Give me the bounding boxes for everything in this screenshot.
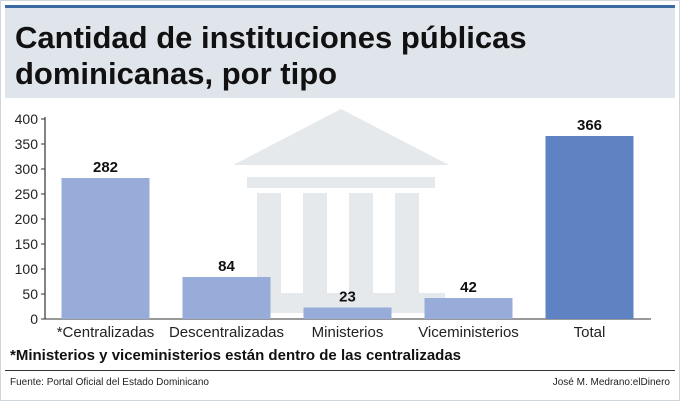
building-column <box>349 193 373 293</box>
bar-viceministerios <box>424 298 513 319</box>
y-tick-label: 250 <box>15 186 39 202</box>
chart-title-line-1: Cantidad de instituciones públicas <box>15 20 527 55</box>
bar-centralizadas <box>61 178 150 319</box>
building-roof <box>233 109 449 165</box>
category-label: Descentralizadas <box>169 324 284 341</box>
footer-divider <box>5 370 675 371</box>
source-credit: Fuente: Portal Oficial del Estado Domini… <box>10 377 209 388</box>
chart-title: Cantidad de instituciones públicas domin… <box>15 20 615 92</box>
y-tick-label: 350 <box>15 136 39 152</box>
value-label: 282 <box>93 159 118 176</box>
category-label: Ministerios <box>312 324 384 341</box>
y-tick-label: 200 <box>15 211 39 227</box>
building-beam <box>247 177 435 188</box>
category-label: Viceministerios <box>418 324 519 341</box>
value-label: 23 <box>339 289 356 306</box>
value-label: 42 <box>460 279 477 296</box>
title-banner: Cantidad de instituciones públicas domin… <box>5 5 675 98</box>
building-column <box>395 193 419 293</box>
bar-chart: 0 50 100 150 200 250 300 350 400 282 *Centralizada… <box>15 109 651 341</box>
footnote: *Ministerios y viceministerios están den… <box>10 347 462 364</box>
y-tick-label: 0 <box>30 311 38 327</box>
y-tick-label: 50 <box>22 286 38 302</box>
category-label: *Centralizadas <box>57 324 155 341</box>
value-label: 366 <box>577 117 602 134</box>
bar-total <box>545 136 634 319</box>
building-column <box>257 193 281 293</box>
bar-ministerios <box>303 307 392 319</box>
value-label: 84 <box>218 258 235 275</box>
category-label: Total <box>574 324 606 341</box>
building-column <box>303 193 327 293</box>
bar-descentralizadas <box>182 277 271 319</box>
y-tick-label: 150 <box>15 236 39 252</box>
building-step-top <box>237 293 445 303</box>
chart-title-line-2: dominicanas, por tipo <box>15 56 338 91</box>
author-credit: José M. Medrano:elDinero <box>552 377 670 388</box>
y-tick-label: 100 <box>15 261 39 277</box>
y-tick-label: 300 <box>15 161 39 177</box>
y-tick-label: 400 <box>15 111 39 127</box>
